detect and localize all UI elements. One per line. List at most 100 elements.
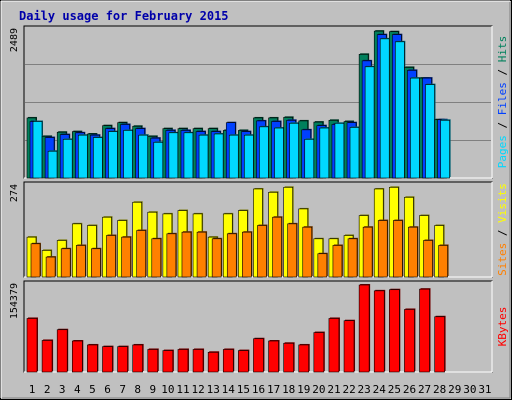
legend-visits-sites: Sites / Visits [496,183,509,276]
x-label-day-5: 5 [89,383,96,396]
bar-sites-day-24 [377,220,388,278]
legend-files: Files [496,82,509,115]
x-label-day-26: 26 [403,383,416,396]
legend-hits-files-pages: Pages / Files / Hits [496,36,509,169]
bar-sites-day-7 [121,236,131,278]
bar-kbytes-day-5 [87,344,98,373]
bar-pages-day-13 [213,133,224,179]
bar-kbytes-day-12 [192,349,204,373]
bar-sites-day-17 [272,216,282,278]
bar-sites-day-5 [91,248,101,278]
bar-kbytes-day-18 [283,342,294,373]
bar-sites-day-19 [302,226,313,278]
bar-pages-day-18 [289,122,299,179]
bar-pages-day-20 [319,127,330,179]
x-label-day-13: 13 [207,383,220,396]
x-label-day-31: 31 [478,383,491,396]
bar-sites-day-18 [287,223,297,278]
x-label-day-27: 27 [418,383,431,396]
bar-kbytes-day-26 [404,309,415,373]
bar-sites-day-16 [257,225,267,278]
bar-sites-day-26 [408,226,418,278]
x-label-day-2: 2 [44,383,51,396]
bar-kbytes-day-9 [147,349,159,373]
bar-kbytes-day-4 [71,340,83,373]
bar-sites-day-4 [75,245,86,278]
bar-sites-day-14 [226,233,237,278]
chart-panels: 2489 Pages / Files / Hits 274 Sites / Visit… [9,25,509,373]
bar-kbytes-day-8 [132,344,143,373]
bar-pages-day-24 [379,38,390,179]
legend-visits: Visits [496,183,509,223]
bar-pages-day-2 [47,150,58,179]
bar-kbytes-day-16 [253,338,264,373]
x-label-day-10: 10 [161,383,174,396]
bar-sites-day-22 [347,238,358,278]
bar-kbytes-day-13 [207,351,219,373]
chart-title: Daily usage for February 2015 [19,9,229,23]
bar-pages-day-19 [304,139,315,179]
x-label-day-28: 28 [433,383,446,396]
x-label-day-8: 8 [134,383,141,396]
x-label-day-16: 16 [252,383,265,396]
bar-pages-day-17 [274,127,284,179]
bar-kbytes-day-10 [162,350,174,373]
legend-sites: Sites [496,243,509,276]
x-label-day-9: 9 [150,383,157,396]
bar-sites-day-6 [106,235,116,278]
legend-pages: Pages [496,135,509,168]
x-label-day-21: 21 [327,383,340,396]
x-label-day-12: 12 [191,383,204,396]
bar-pages-day-11 [183,132,194,179]
bar-kbytes-day-6 [102,346,113,373]
bar-pages-day-12 [198,134,209,179]
x-label-day-4: 4 [74,383,81,396]
bar-sites-day-15 [242,231,252,278]
bar-kbytes-day-2 [41,340,53,373]
x-label-day-25: 25 [388,383,401,396]
bar-sites-day-11 [181,231,192,278]
bar-pages-day-8 [138,134,148,179]
bar-kbytes-day-24 [373,290,385,373]
bar-kbytes-day-7 [117,346,128,373]
bar-kbytes-day-15 [238,350,249,373]
bar-kbytes-day-27 [419,288,430,373]
bar-kbytes-day-28 [434,316,445,373]
bar-pages-day-25 [395,41,405,179]
legend-kbytes: KBytes [496,307,509,347]
bar-sites-day-25 [393,220,403,278]
bar-sites-day-9 [151,238,162,278]
y-max-label: 2489 [9,28,20,52]
x-label-day-19: 19 [297,383,310,396]
x-label-day-15: 15 [237,383,250,396]
bar-sites-day-13 [211,238,222,278]
bar-kbytes-day-1 [26,318,38,373]
bar-sites-day-10 [166,233,177,278]
x-label-day-7: 7 [119,383,126,396]
bar-sites-day-21 [332,245,343,278]
x-label-day-24: 24 [373,383,387,396]
x-label-day-22: 22 [342,383,355,396]
x-label-day-11: 11 [176,383,189,396]
bar-pages-day-4 [77,134,88,179]
bar-pages-day-15 [244,134,254,179]
bar-sites-day-20 [317,253,328,278]
bar-sites-day-1 [30,243,41,278]
legend-kbytes: KBytes [496,307,509,347]
y-max-label: 154379 [9,283,20,319]
bar-kbytes-day-22 [343,320,355,373]
x-axis-labels: 1 2 3 4 5 6 7 8 9 10 11 12 13 14 15 16 17 18 19 20 21 22 23 24 2… [29,383,492,396]
bar-sites-day-28 [438,245,448,278]
bar-kbytes-day-3 [56,329,68,373]
bar-pages-day-27 [425,84,435,179]
bar-pages-day-28 [440,120,450,179]
bar-pages-day-21 [334,122,345,179]
bar-kbytes-day-19 [298,344,310,373]
bar-pages-day-1 [32,121,43,179]
x-label-day-1: 1 [29,383,36,396]
legend-separator: / [496,115,509,135]
x-label-day-23: 23 [358,383,371,396]
bar-kbytes-day-20 [313,332,325,373]
bar-kbytes-day-17 [268,340,279,373]
